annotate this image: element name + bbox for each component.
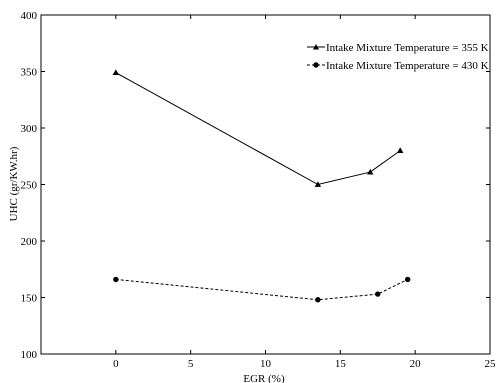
series-1-point xyxy=(375,291,381,297)
series-lines xyxy=(115,72,408,301)
series-line-1 xyxy=(115,278,408,301)
legend-box xyxy=(302,37,485,75)
y-tick-label: 100 xyxy=(21,349,38,361)
y-tick-label: 250 xyxy=(21,180,38,192)
series-0-point xyxy=(314,181,322,187)
y-tick-label: 150 xyxy=(21,293,38,305)
legend-label-430k: Intake Mixture Temperature = 430 K xyxy=(326,60,489,72)
x-tick-label: 15 xyxy=(335,358,347,370)
series-0-point xyxy=(367,168,374,175)
series-1-point xyxy=(315,297,321,303)
y-tick-label: 350 xyxy=(21,67,38,79)
legend-circle-marker xyxy=(313,62,319,68)
y-axis-title: UHC (gr/KW.hr) xyxy=(8,146,20,221)
x-tick-label: 10 xyxy=(260,358,272,370)
series-0-point xyxy=(397,147,404,153)
x-tick-label: 20 xyxy=(410,358,422,370)
x-tick-label: 5 xyxy=(188,358,194,370)
legend-label-355k: Intake Mixture Temperature = 355 K xyxy=(326,42,489,54)
x-tick-label: 0 xyxy=(113,358,119,370)
x-axis-title: EGR (%) xyxy=(243,373,285,383)
y-tick-label: 300 xyxy=(21,123,38,135)
series-1-point xyxy=(404,276,411,283)
series-0-point xyxy=(112,69,120,76)
series-1-point xyxy=(113,276,119,283)
legend: Intake Mixture Temperature = 355 K Intak… xyxy=(302,37,489,75)
y-tick-label: 200 xyxy=(21,236,38,248)
series-line-0 xyxy=(115,72,401,186)
axis-ticks: 0 5 10 15 20 25 100 150 200 250 300 350 400 xyxy=(21,10,496,370)
legend-triangle-marker xyxy=(313,44,319,50)
series-markers xyxy=(112,69,411,303)
x-tick-label: 25 xyxy=(485,358,496,370)
y-tick-label: 400 xyxy=(21,10,38,22)
